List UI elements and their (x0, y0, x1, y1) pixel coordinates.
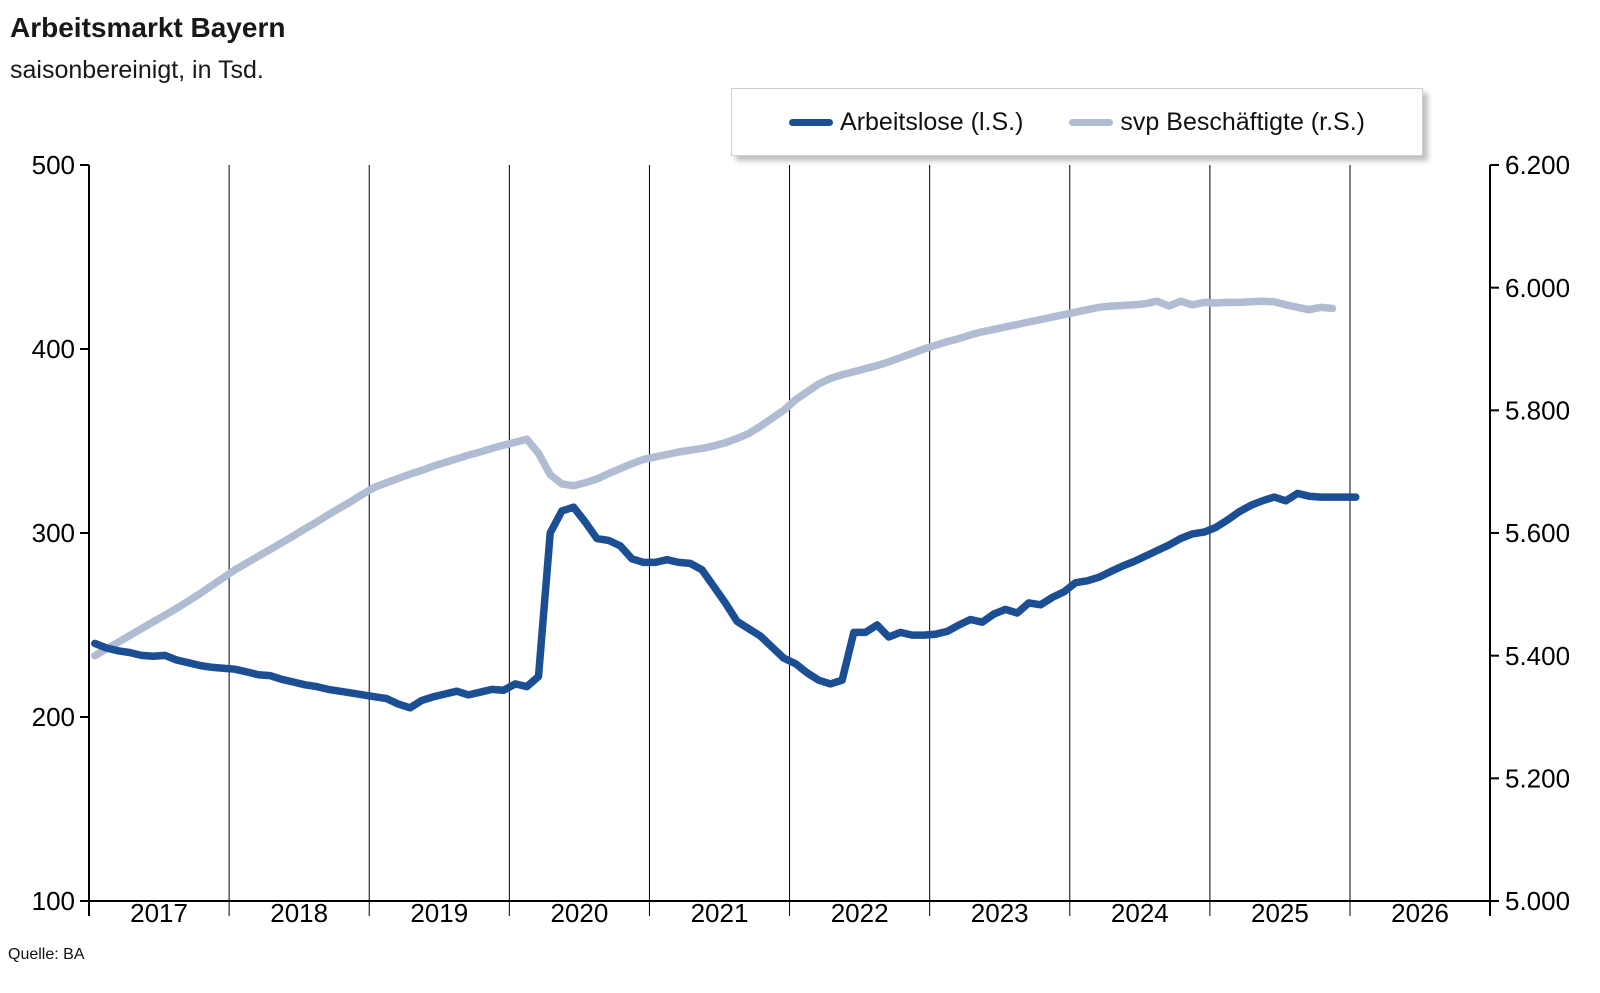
left-axis-tick-label: 400 (32, 334, 75, 364)
legend-item-beschaeftigte: svp Beschäftigte (r.S.) (1069, 108, 1365, 137)
right-axis-tick-label: 5.000 (1505, 886, 1570, 916)
right-axis-tick-label: 5.600 (1505, 518, 1570, 548)
left-axis-tick-label: 100 (32, 886, 75, 916)
x-axis-year-label: 2018 (270, 898, 328, 928)
page-subtitle: saisonbereinigt, in Tsd. (10, 56, 264, 84)
x-axis-year-label: 2022 (831, 898, 889, 928)
page-title: Arbeitsmarkt Bayern (10, 12, 286, 43)
chart-legend: Arbeitslose (l.S.) svp Beschäftigte (r.S… (731, 88, 1423, 156)
right-axis-tick-label: 5.200 (1505, 763, 1570, 793)
right-axis-tick-label: 5.800 (1505, 395, 1570, 425)
series-line-beschaeftigte (91, 297, 1337, 660)
legend-line-beschaeftigte-icon (1069, 118, 1114, 126)
series-line-arbeitslose (91, 489, 1360, 712)
left-axis-tick-label: 200 (32, 702, 75, 732)
x-axis-year-label: 2017 (130, 898, 188, 928)
left-axis-tick-label: 500 (32, 150, 75, 180)
x-axis-year-label: 2026 (1391, 898, 1449, 928)
right-axis-tick-label: 6.000 (1505, 273, 1570, 303)
x-axis-year-label: 2024 (1111, 898, 1169, 928)
x-axis-year-label: 2023 (971, 898, 1029, 928)
x-axis-year-label: 2025 (1251, 898, 1309, 928)
legend-label-arbeitslose: Arbeitslose (l.S.) (840, 107, 1024, 136)
x-axis-year-label: 2021 (691, 898, 749, 928)
right-axis-tick-label: 5.400 (1505, 641, 1570, 671)
legend-item-arbeitslose: Arbeitslose (l.S.) (789, 108, 1023, 137)
x-axis-year-label: 2020 (550, 898, 608, 928)
left-axis-tick-label: 300 (32, 518, 75, 548)
legend-label-beschaeftigte: svp Beschäftigte (r.S.) (1120, 107, 1365, 136)
legend-line-arbeitslose-icon (789, 118, 834, 126)
source-note: Quelle: BA (8, 946, 85, 963)
right-axis-tick-label: 6.200 (1505, 150, 1570, 180)
x-axis-year-label: 2019 (410, 898, 468, 928)
